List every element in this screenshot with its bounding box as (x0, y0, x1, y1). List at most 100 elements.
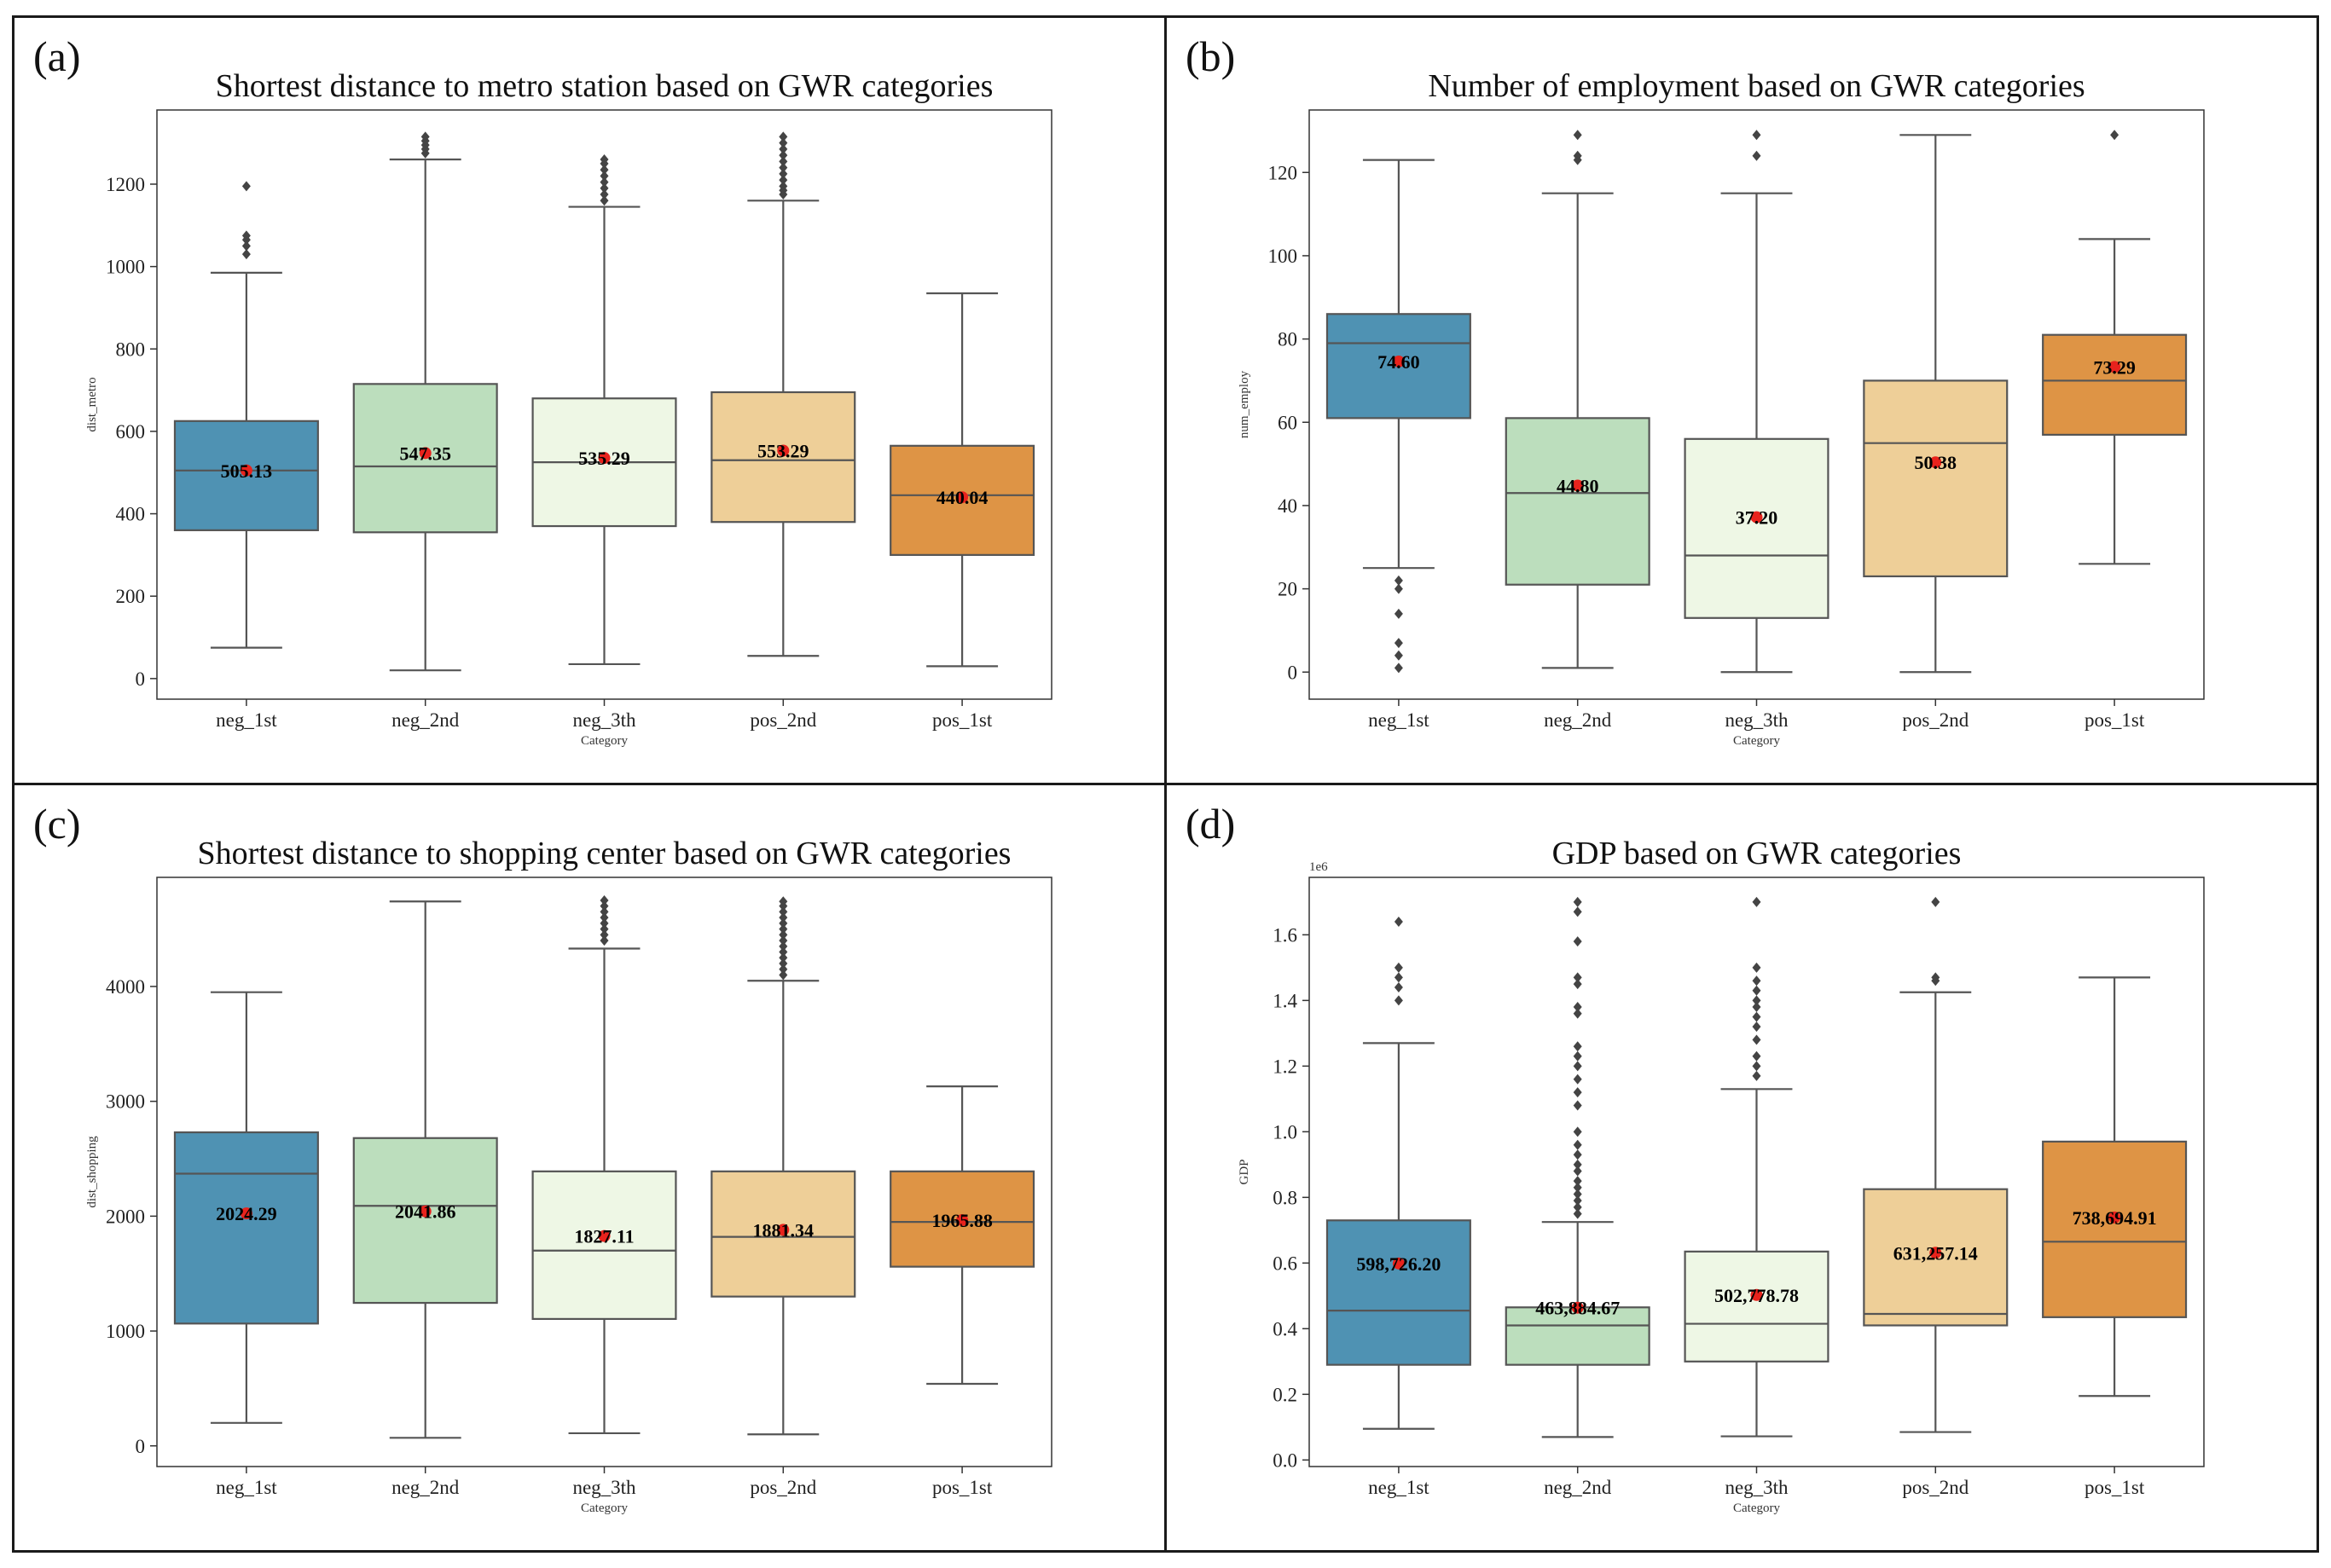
box-neg_2nd: 2041.86 (352, 900, 498, 1439)
x-tick-label: neg_2nd (391, 709, 460, 731)
chart-panel-a: (a) Shortest distance to metro station ba… (12, 15, 1167, 785)
x-tick-label: neg_1st (1368, 1477, 1429, 1498)
outlier-point (1573, 972, 1582, 983)
outlier-point (241, 181, 251, 192)
outlier-point (779, 946, 788, 958)
outlier-point (1573, 936, 1582, 947)
outlier-point (2110, 130, 2119, 141)
outlier-point (779, 906, 788, 917)
outlier-point (1752, 896, 1761, 907)
box-iqr (1863, 379, 2009, 578)
y-tick-label: 60 (1278, 412, 1297, 433)
box-iqr (173, 1131, 319, 1325)
mean-marker (1571, 1301, 1584, 1314)
outlier-point (1573, 1050, 1582, 1062)
box-neg_1st: 74.60 (1325, 159, 1471, 674)
x-tick-label: neg_3th (572, 709, 636, 731)
outlier-point (1752, 962, 1761, 973)
mean-value-label: 505.13 (221, 460, 273, 482)
outlier-point (600, 182, 609, 194)
y-tick-label: 80 (1278, 329, 1297, 350)
outlier-point (1752, 1021, 1761, 1033)
outlier-point (779, 940, 788, 952)
x-tick-label: pos_2nd (1902, 709, 1969, 731)
outlier-point (600, 917, 609, 929)
outlier-point (1573, 979, 1582, 990)
box-neg_2nd: 44.80 (1505, 130, 1650, 669)
outlier-point (779, 963, 788, 975)
box-iqr (2042, 1140, 2188, 1318)
box-neg_1st: 598,726.20 (1325, 916, 1471, 1430)
x-tick-label: neg_2nd (1544, 709, 1612, 731)
outlier-point (779, 162, 788, 173)
mean-marker (2108, 361, 2121, 373)
box-pos_2nd: 631,257.14 (1863, 896, 2009, 1433)
mean-value-label: 1827.11 (574, 1226, 634, 1247)
outlier-point (241, 249, 251, 260)
outlier-point (600, 900, 609, 911)
mean-marker (598, 452, 611, 465)
mean-marker (1392, 355, 1405, 367)
outlier-point (1931, 972, 1940, 983)
box-iqr (1684, 1250, 1829, 1363)
box-pos_1st: 738,694.91 (2042, 976, 2188, 1397)
y-tick-label: 100 (1268, 246, 1298, 267)
outlier-point (1394, 995, 1403, 1006)
mean-value-label: 2041.86 (395, 1201, 456, 1223)
outlier-point (1394, 583, 1403, 594)
box-pos_2nd: 50.38 (1863, 134, 2009, 674)
outlier-point (779, 958, 788, 969)
mean-marker (2108, 1211, 2121, 1224)
outlier-point (600, 195, 609, 206)
mean-value-label: 73.29 (2093, 356, 2136, 378)
outlier-point (1394, 638, 1403, 649)
outlier-point (1394, 662, 1403, 674)
outlier-point (600, 906, 609, 917)
outlier-point (1573, 1195, 1582, 1206)
outlier-point (600, 929, 609, 940)
outlier-point (779, 131, 788, 142)
box-neg_2nd: 463,884.67 (1505, 896, 1650, 1438)
y-tick-label: 1.2 (1273, 1056, 1297, 1077)
box-neg_3th: 535.29 (531, 153, 677, 666)
x-tick-label: neg_2nd (1544, 1477, 1612, 1498)
chart-panel-b: (b) Number of employment based on GWR cat… (1164, 15, 2319, 785)
outlier-point (1752, 1061, 1761, 1072)
y-tick-label: 800 (116, 338, 146, 360)
panel-letter: (c) (33, 800, 81, 848)
outlier-point (1394, 608, 1403, 619)
outlier-point (1573, 150, 1582, 161)
outlier-point (600, 171, 609, 182)
mean-marker (956, 1213, 969, 1226)
x-tick-label: pos_1st (932, 709, 993, 731)
outlier-point (1752, 1034, 1761, 1045)
box-neg_3th: 502,778.78 (1684, 896, 1829, 1438)
x-tick-label: neg_3th (1725, 1477, 1789, 1498)
box-pos_2nd: 553.29 (710, 131, 856, 657)
y-tick-label: 0 (136, 1436, 146, 1457)
y-tick-label: 0.2 (1273, 1384, 1297, 1405)
mean-marker (1750, 1288, 1763, 1301)
chart-title: Shortest distance to shopping center bas… (198, 836, 1012, 871)
outlier-point (1573, 1208, 1582, 1219)
mean-marker (1750, 511, 1763, 524)
box-neg_3th: 37.20 (1684, 130, 1829, 674)
outlier-point (1394, 916, 1403, 927)
outlier-point (1752, 995, 1761, 1006)
x-tick-label: neg_1st (216, 709, 277, 731)
chart-title: GDP based on GWR categories (1552, 836, 1962, 871)
mean-marker (240, 464, 252, 477)
chart-svg: (b) Number of employment based on GWR cat… (1186, 32, 2205, 748)
outlier-point (1752, 985, 1761, 996)
box-iqr (1325, 1219, 1471, 1366)
axis-scale-label: 1e6 (1309, 860, 1328, 874)
y-axis-label: GDP (1238, 1159, 1251, 1184)
outlier-point (1752, 1070, 1761, 1081)
outlier-point (600, 912, 609, 923)
box-neg_3th: 1827.11 (531, 894, 677, 1435)
y-tick-label: 40 (1278, 495, 1297, 517)
outlier-point (1573, 1008, 1582, 1019)
y-tick-label: 0 (1288, 662, 1298, 683)
mean-value-label: 738,694.91 (2073, 1207, 2157, 1229)
mean-marker (598, 1230, 611, 1242)
